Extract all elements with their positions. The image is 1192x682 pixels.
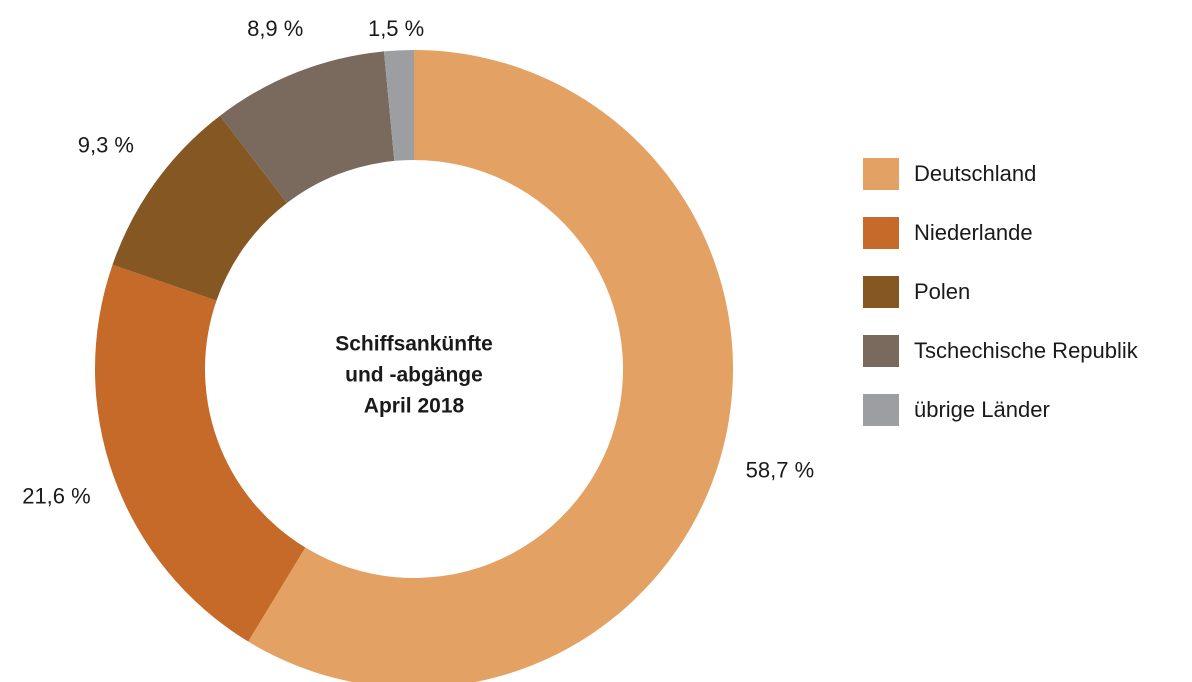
slice bbox=[94, 264, 306, 642]
chart-title: Schiffsankünfte bbox=[335, 333, 493, 356]
legend-label: Deutschland bbox=[914, 161, 1036, 186]
legend-swatch bbox=[863, 158, 899, 190]
legend-swatch bbox=[863, 335, 899, 367]
legend-label: Tschechische Republik bbox=[914, 338, 1139, 363]
legend-swatch bbox=[863, 276, 899, 308]
value-label: 1,5 % bbox=[368, 16, 424, 41]
chart-title: und -abgänge bbox=[345, 364, 483, 387]
legend-swatch bbox=[863, 394, 899, 426]
slice bbox=[220, 51, 395, 204]
slice bbox=[248, 50, 733, 682]
slice bbox=[112, 115, 287, 301]
value-label: 58,7 % bbox=[746, 457, 815, 482]
chart-title: April 2018 bbox=[364, 395, 465, 418]
value-label: 9,3 % bbox=[78, 132, 134, 157]
value-label: 8,9 % bbox=[247, 16, 303, 41]
legend-label: Polen bbox=[914, 279, 970, 304]
legend-swatch bbox=[863, 217, 899, 249]
legend-label: übrige Länder bbox=[914, 397, 1050, 422]
slice bbox=[383, 50, 414, 161]
legend-label: Niederlande bbox=[914, 220, 1033, 245]
value-label: 21,6 % bbox=[22, 484, 91, 509]
